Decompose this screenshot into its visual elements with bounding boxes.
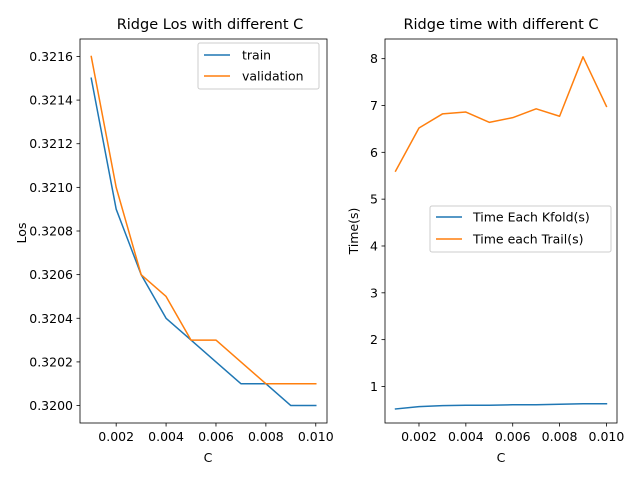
time-chart-series [394,56,608,410]
time-chart: Ridge time with different C C Time(s) 0.… [346,17,624,465]
time-y-tick-label: 5 [370,192,378,207]
loss-chart: Ridge Los with different C C Los 0.002 0.… [14,17,334,465]
loss-y-tick-label: 0.3202 [29,354,73,369]
loss-x-tick-label: 0.002 [98,429,134,444]
loss-x-tick-label: 0.004 [148,429,184,444]
time-y-tick-label: 6 [370,145,378,160]
loss-chart-ylabel: Los [14,223,29,244]
loss-x-tick-label: 0.008 [248,429,284,444]
loss-chart-x-ticks: 0.002 0.004 0.006 0.008 0.010 [98,423,334,444]
time-series-line-1 [394,56,608,173]
loss-chart-plot-frame [79,38,328,424]
loss-y-tick-label: 0.3204 [29,311,73,326]
loss-chart-y-ticks: 0.3200 0.3202 0.3204 0.3206 0.3208 0.3210 0.32… [29,49,80,413]
time-y-tick-label: 8 [370,51,378,66]
loss-series-line-0 [90,77,317,407]
loss-legend-label-validation: validation [242,69,304,84]
time-y-tick-label: 2 [370,332,378,347]
time-chart-ylabel: Time(s) [346,208,361,256]
time-chart-y-ticks: 1 2 3 4 5 6 7 8 [370,51,385,394]
loss-x-tick-label: 0.006 [198,429,234,444]
time-x-tick-label: 0.002 [401,429,437,444]
time-y-tick-label: 7 [370,98,378,113]
time-y-tick-label: 4 [370,238,378,253]
loss-y-tick-label: 0.3210 [29,180,73,195]
time-x-tick-label: 0.010 [589,429,625,444]
loss-y-tick-label: 0.3212 [29,136,73,151]
time-chart-x-ticks: 0.002 0.004 0.006 0.008 0.010 [401,423,624,444]
loss-chart-legend: train validation [197,42,320,90]
loss-y-tick-label: 0.3200 [29,398,73,413]
time-x-tick-label: 0.004 [448,429,484,444]
time-y-tick-label: 3 [370,285,378,300]
time-chart-title: Ridge time with different C [403,17,598,33]
time-y-tick-label: 1 [370,379,378,394]
time-chart-xlabel: C [497,450,506,465]
time-legend-label-kfold: Time Each Kfold(s) [472,210,590,225]
loss-y-tick-label: 0.3206 [29,267,73,282]
loss-legend-label-train: train [242,48,271,63]
time-legend-label-trail: Time each Trail(s) [472,232,584,247]
loss-chart-xlabel: C [204,450,213,465]
time-legend-frame [429,205,612,253]
loss-chart-title: Ridge Los with different C [117,17,304,33]
time-series-line-0 [394,403,608,410]
loss-series-line-1 [90,55,317,385]
loss-y-tick-label: 0.3208 [29,224,73,239]
time-chart-legend: Time Each Kfold(s) Time each Trail(s) [429,205,612,253]
loss-x-tick-label: 0.010 [298,429,334,444]
time-x-tick-label: 0.008 [542,429,578,444]
loss-y-tick-label: 0.3214 [29,93,73,108]
loss-chart-series [90,55,317,407]
time-chart-plot-frame [384,38,618,424]
loss-y-tick-label: 0.3216 [29,49,73,64]
time-x-tick-label: 0.006 [495,429,531,444]
